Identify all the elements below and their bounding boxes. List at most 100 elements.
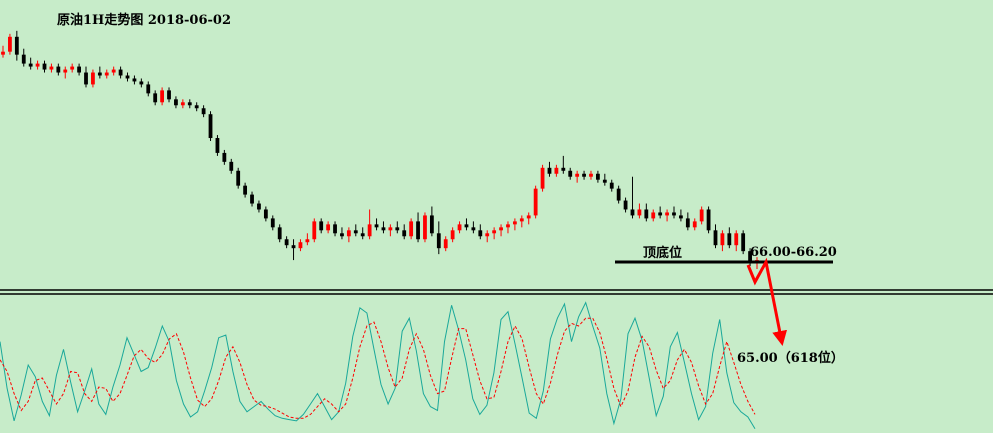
candle-body: [429, 215, 434, 234]
candle-body: [367, 224, 372, 237]
candle-body: [84, 72, 88, 85]
candle-body: [457, 224, 462, 231]
candle-body: [416, 221, 420, 240]
candle-body: [512, 221, 517, 225]
candle-body: [436, 233, 441, 249]
target-label: 65.00（618位）: [737, 350, 844, 366]
candle-body: [651, 212, 656, 219]
candle-body: [298, 242, 303, 249]
candle-body: [568, 170, 573, 177]
candle-body: [14, 36, 19, 55]
candle-body: [63, 69, 68, 73]
candle-body: [236, 170, 241, 186]
oscillator-layer: [0, 301, 756, 429]
candle-body: [402, 230, 407, 237]
candle-body: [374, 224, 379, 228]
candle-body: [146, 84, 151, 94]
candle-body: [153, 93, 158, 103]
candle-body: [70, 66, 75, 70]
candle-body: [28, 63, 33, 67]
candle-body: [499, 227, 503, 231]
candle-body: [333, 224, 337, 234]
candle-body: [630, 209, 635, 216]
candle-body: [1, 51, 5, 55]
candle-body: [132, 78, 137, 82]
candle-body: [478, 230, 483, 237]
candle-body: [533, 188, 538, 216]
candle-body: [492, 230, 497, 234]
candle-body: [692, 221, 697, 228]
candle-body: [77, 66, 81, 73]
candle-body: [727, 233, 732, 246]
candle-body: [554, 167, 559, 174]
candle-body: [575, 173, 580, 177]
candle-body: [589, 173, 593, 177]
candle-body: [360, 233, 365, 237]
candle-body: [450, 230, 455, 240]
candle-body: [243, 185, 248, 195]
candle-body: [720, 233, 725, 246]
candle-body: [388, 227, 393, 231]
candle-body: [277, 227, 282, 240]
candle-body: [56, 66, 61, 73]
candle-body: [409, 221, 414, 237]
chart-title: 原油1H走势图 2018-06-02: [57, 12, 231, 28]
candle-body: [340, 233, 344, 237]
oscillator-line-main: [0, 301, 756, 429]
candle-body: [284, 239, 289, 246]
candle-body: [174, 99, 178, 106]
candle-body: [160, 90, 165, 103]
candle-body: [201, 108, 206, 115]
candle-body: [658, 212, 663, 216]
candle-body: [423, 215, 427, 240]
candle-body: [346, 230, 351, 237]
candle-body: [381, 227, 386, 231]
candle-body: [91, 72, 95, 85]
candle-body: [312, 221, 317, 240]
candle-body: [464, 224, 469, 228]
candle-body: [665, 212, 669, 216]
candle-body: [291, 245, 296, 249]
level-range-label: 66.00-66.20: [750, 245, 837, 260]
candle-body: [582, 173, 586, 177]
candle-body: [8, 36, 12, 52]
candle-body: [609, 182, 614, 189]
candle-body: [395, 227, 400, 231]
candle-body: [734, 233, 739, 246]
candle-body: [250, 194, 254, 204]
candle-body: [222, 152, 227, 162]
candle-body: [748, 251, 752, 264]
candle-body: [215, 138, 220, 153]
candle-body: [519, 218, 524, 222]
candle-body: [180, 102, 185, 106]
candle-body: [443, 239, 448, 249]
candle-body: [21, 54, 26, 64]
candle-body: [685, 218, 690, 228]
candle-body: [49, 66, 54, 70]
candle-body: [713, 230, 718, 246]
candle-body: [547, 167, 552, 174]
candle-body: [42, 63, 47, 70]
panel-separator: [0, 289, 993, 295]
candle-body: [118, 69, 123, 76]
candle-body: [257, 203, 261, 210]
candle-body: [104, 72, 109, 76]
candle-body: [679, 215, 683, 219]
candle-body: [326, 224, 331, 231]
candle-body: [270, 218, 275, 228]
candle-body: [699, 209, 704, 222]
candle-body: [353, 230, 358, 234]
candle-body: [208, 114, 213, 139]
candle-body: [741, 233, 746, 252]
candle-body: [602, 179, 607, 183]
candle-body: [471, 227, 476, 231]
candle-body: [35, 63, 40, 67]
candle-body: [616, 188, 621, 201]
candle-body: [194, 105, 199, 109]
level-label: 顶底位: [643, 245, 682, 261]
forecast-arrow: [746, 257, 788, 346]
candle-body: [305, 239, 310, 243]
candle-body: [167, 90, 171, 100]
candle-body: [139, 81, 144, 85]
